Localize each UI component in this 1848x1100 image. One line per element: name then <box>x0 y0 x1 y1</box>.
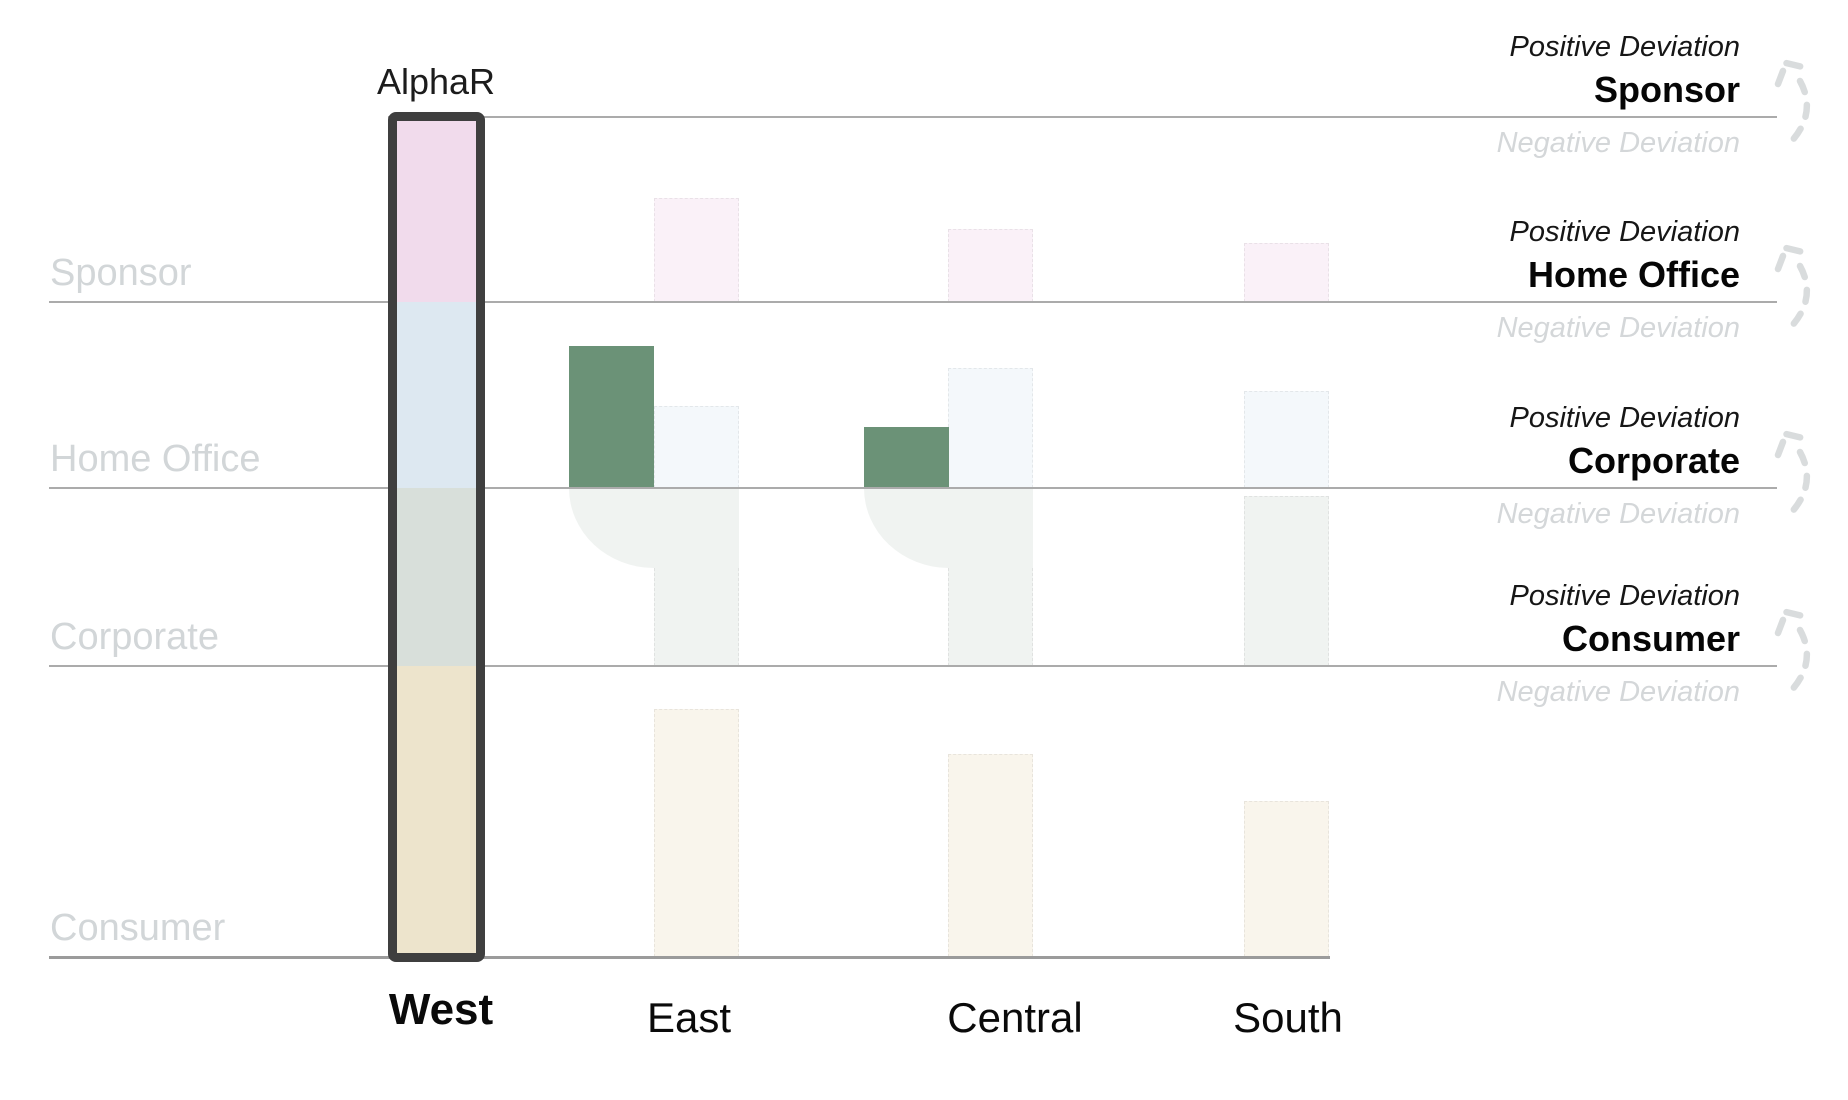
ghost-bar-south-consumer[interactable] <box>1244 801 1329 957</box>
positive-deviation-label-home-office: Positive Deviation <box>1509 216 1741 248</box>
negative-deviation-label-consumer: Negative Deviation <box>1496 676 1740 708</box>
column-label-central: Central <box>947 994 1083 1041</box>
baseline-consumer <box>49 665 1777 667</box>
deviation-arrow-icon-home-office <box>1770 242 1816 342</box>
band-label-sponsor: Sponsor <box>50 252 192 294</box>
positive-deviation-label-consumer: Positive Deviation <box>1509 580 1741 612</box>
ghost-bar-south-home-office[interactable] <box>1244 391 1329 488</box>
benchmark-segment-sponsor[interactable] <box>397 121 476 302</box>
ghost-bar-central-home-office[interactable] <box>948 368 1033 488</box>
negative-deviation-label-corporate: Negative Deviation <box>1496 498 1740 530</box>
positive-deviation-label-sponsor: Positive Deviation <box>1509 31 1741 63</box>
deviation-category-label-consumer: Consumer <box>1561 618 1740 659</box>
band-label-consumer: Consumer <box>50 907 226 949</box>
negative-deviation-label-sponsor: Negative Deviation <box>1496 127 1740 159</box>
flow-connector-central-corporate <box>864 488 1033 568</box>
deviation-arrow-icon-sponsor <box>1770 57 1816 157</box>
ghost-bar-central-sponsor[interactable] <box>948 229 1033 302</box>
deviation-arrow-icon-corporate <box>1770 428 1816 528</box>
baseline-corporate <box>49 487 1777 489</box>
flow-connector-east-corporate <box>569 488 739 568</box>
baseline-sponsor <box>388 116 1777 118</box>
ghost-bar-central-consumer[interactable] <box>948 754 1033 957</box>
ghost-bar-south-corporate[interactable] <box>1244 496 1329 666</box>
deviation-category-label-corporate: Corporate <box>1567 440 1740 481</box>
ghost-bar-south-sponsor[interactable] <box>1244 243 1329 302</box>
x-axis-line <box>49 956 1330 959</box>
benchmark-title: AlphaR <box>376 61 496 102</box>
benchmark-column-west[interactable] <box>388 112 485 962</box>
benchmark-segment-consumer[interactable] <box>397 666 476 953</box>
deviation-category-label-home-office: Home Office <box>1527 254 1740 295</box>
positive-deviation-bar-central-corporate[interactable] <box>864 427 949 488</box>
negative-deviation-label-home-office: Negative Deviation <box>1496 312 1740 344</box>
benchmark-segment-home-office[interactable] <box>397 302 476 488</box>
ghost-bar-east-home-office[interactable] <box>654 406 739 488</box>
benchmark-segment-corporate[interactable] <box>397 488 476 666</box>
column-label-west: West <box>388 985 494 1034</box>
column-label-south: South <box>1233 994 1343 1041</box>
deviation-arrow-icon-consumer <box>1770 606 1816 706</box>
ghost-bar-east-consumer[interactable] <box>654 709 739 957</box>
deviation-category-label-sponsor: Sponsor <box>1593 69 1740 110</box>
column-label-east: East <box>646 994 732 1041</box>
baseline-home-office <box>49 301 1777 303</box>
positive-deviation-label-corporate: Positive Deviation <box>1509 402 1741 434</box>
band-label-corporate: Corporate <box>50 616 219 658</box>
positive-deviation-bar-east-corporate[interactable] <box>569 346 654 488</box>
band-label-home-office: Home Office <box>50 438 261 480</box>
ghost-bar-east-sponsor[interactable] <box>654 198 739 302</box>
